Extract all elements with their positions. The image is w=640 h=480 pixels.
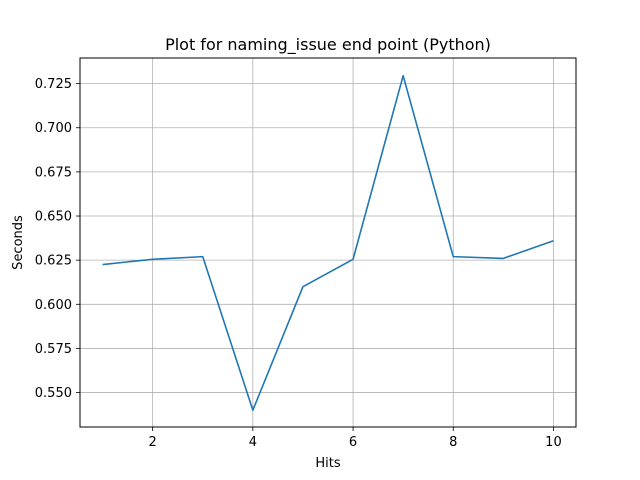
y-tick-label: 0.625 xyxy=(35,254,72,269)
y-tick-label: 0.725 xyxy=(35,77,72,92)
y-tick-label: 0.675 xyxy=(35,165,72,180)
chart-title: Plot for naming_issue end point (Python) xyxy=(165,35,491,55)
y-tick-label: 0.700 xyxy=(35,121,72,136)
x-tick-label: 10 xyxy=(545,435,562,450)
plot-frame xyxy=(79,57,577,428)
y-tick-label: 0.600 xyxy=(35,298,72,313)
x-tick-label: 4 xyxy=(249,435,257,450)
series-layer xyxy=(102,74,554,412)
y-tick-label: 0.575 xyxy=(35,342,72,357)
x-axis-label: Hits xyxy=(315,456,340,471)
grid-lines xyxy=(80,58,576,427)
x-tick-label: 6 xyxy=(349,435,357,450)
y-tick-label: 0.550 xyxy=(35,386,72,401)
series-line xyxy=(102,74,554,412)
x-tick-label: 8 xyxy=(449,435,457,450)
axis-ticks: 2 4 6 8 10 0.550 0.575 0.600 0.625 0.650 0.675 0.70… xyxy=(35,77,562,450)
x-tick-label: 2 xyxy=(149,435,157,450)
y-tick-label: 0.650 xyxy=(35,210,72,225)
y-axis-label: Seconds xyxy=(11,215,26,270)
